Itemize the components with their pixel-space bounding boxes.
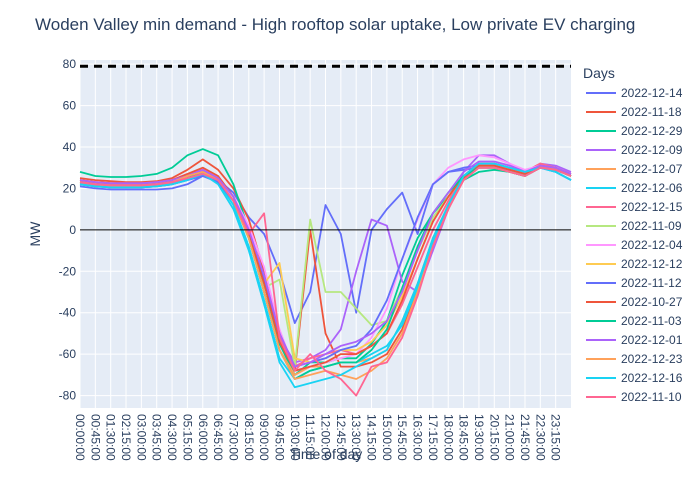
x-tick-label: 17:15:00: [426, 414, 440, 461]
x-tick-label: 08:15:00: [242, 414, 256, 461]
x-tick-labels: 00:00:00 00:45:00 01:30:00 02:15:00 03:00:00…: [73, 414, 563, 461]
y-tick-label: -60: [59, 347, 77, 361]
x-tick-label: 14:15:00: [365, 414, 379, 461]
legend-label: 2022-12-14: [621, 86, 683, 100]
x-tick-label: 09:45:00: [272, 414, 286, 461]
x-tick-label: 15:00:00: [380, 414, 394, 461]
legend-label: 2022-11-03: [621, 314, 682, 328]
x-tick-label: 03:45:00: [150, 414, 164, 461]
legend-item-2022-12-12[interactable]: 2022-12-12: [586, 257, 683, 271]
legend-label: 2022-12-04: [621, 238, 683, 252]
x-tick-label: 12:00:00: [319, 414, 333, 461]
y-tick-label: 60: [63, 99, 77, 113]
legend-label: 2022-12-07: [621, 162, 683, 176]
legend-item-2022-12-01[interactable]: 2022-12-01: [586, 333, 683, 347]
legend-item-2022-11-18[interactable]: 2022-11-18: [586, 105, 682, 119]
x-tick-label: 21:45:00: [518, 414, 532, 461]
legend-title: Days: [583, 65, 615, 81]
y-tick-labels: -80 -60 -40 -20 0 20 40 60 80: [59, 57, 77, 402]
y-tick-label: 80: [63, 57, 77, 71]
x-tick-label: 06:45:00: [211, 414, 225, 461]
x-tick-label: 18:00:00: [441, 414, 455, 461]
series-line-2022-12-16: [79, 162, 572, 389]
legend-item-2022-11-12[interactable]: 2022-11-12: [586, 276, 682, 290]
legend-label: 2022-12-06: [621, 181, 683, 195]
x-tick-label: 10:30:00: [288, 414, 302, 461]
legend-label: 2022-12-01: [621, 333, 683, 347]
x-tick-label: 01:30:00: [104, 414, 118, 461]
legend-item-2022-11-10[interactable]: 2022-11-10: [586, 390, 682, 404]
legend-item-2022-12-23[interactable]: 2022-12-23: [586, 352, 683, 366]
y-tick-label: -20: [59, 264, 77, 278]
legend-label: 2022-12-29: [621, 124, 683, 138]
y-tick-label: 20: [63, 181, 77, 195]
x-tick-label: 21:00:00: [503, 414, 517, 461]
x-tick-label: 15:45:00: [395, 414, 409, 461]
y-axis-label: MW: [27, 221, 43, 247]
x-tick-label: 00:45:00: [88, 414, 102, 461]
legend-item-2022-12-04[interactable]: 2022-12-04: [586, 238, 683, 252]
legend-item-2022-11-03[interactable]: 2022-11-03: [586, 314, 682, 328]
legend-item-2022-11-09[interactable]: 2022-11-09: [586, 219, 682, 233]
legend-label: 2022-12-12: [621, 257, 683, 271]
legend-label: 2022-11-12: [621, 276, 682, 290]
x-tick-label: 06:00:00: [196, 414, 210, 461]
y-tick-label: -40: [59, 306, 77, 320]
x-tick-label: 11:15:00: [303, 414, 317, 460]
legend: Days 2022-12-14 2022-11-18 2022-12-29 2022-…: [583, 65, 683, 404]
x-tick-label: 20:15:00: [487, 414, 501, 461]
x-tick-label: 23:15:00: [549, 414, 563, 461]
x-tick-label: 19:30:00: [472, 414, 486, 461]
x-tick-label: 12:45:00: [334, 414, 348, 461]
legend-label: 2022-12-09: [621, 143, 683, 157]
legend-label: 2022-11-09: [621, 219, 682, 233]
legend-item-2022-12-15[interactable]: 2022-12-15: [586, 200, 683, 214]
x-tick-label: 05:15:00: [180, 414, 194, 461]
y-tick-label: -80: [59, 389, 77, 403]
x-tick-label: 02:15:00: [119, 414, 133, 461]
legend-label: 2022-12-23: [621, 352, 683, 366]
x-tick-label: 22:30:00: [533, 414, 547, 461]
x-tick-label: 13:30:00: [349, 414, 363, 461]
legend-label: 2022-12-16: [621, 371, 683, 385]
y-tick-label: 40: [63, 140, 77, 154]
legend-item-2022-12-16[interactable]: 2022-12-16: [586, 371, 683, 385]
x-tick-label: 16:30:00: [411, 414, 425, 461]
legend-label: 2022-11-18: [621, 105, 682, 119]
series-lines: [79, 148, 572, 397]
legend-item-2022-12-14[interactable]: 2022-12-14: [586, 86, 683, 100]
legend-item-2022-12-09[interactable]: 2022-12-09: [586, 143, 683, 157]
legend-label: 2022-12-15: [621, 200, 683, 214]
x-tick-label: 04:30:00: [165, 414, 179, 461]
series-line-2022-11-10: [79, 166, 572, 397]
x-tick-label: 07:30:00: [226, 414, 240, 461]
legend-item-2022-12-29[interactable]: 2022-12-29: [586, 124, 683, 138]
legend-item-2022-10-27[interactable]: 2022-10-27: [586, 295, 683, 309]
legend-label: 2022-10-27: [621, 295, 683, 309]
x-tick-label: 00:00:00: [73, 414, 87, 461]
chart-title: Woden Valley min demand - High rooftop s…: [35, 15, 635, 34]
x-tick-label: 03:00:00: [134, 414, 148, 461]
x-tick-label: 18:45:00: [457, 414, 471, 461]
legend-label: 2022-11-10: [621, 390, 682, 404]
series-line-2022-12-01: [79, 160, 572, 368]
x-axis-label: Time of day: [290, 446, 363, 462]
legend-item-2022-12-07[interactable]: 2022-12-07: [586, 162, 683, 176]
y-tick-label: 0: [69, 223, 76, 237]
legend-item-2022-12-06[interactable]: 2022-12-06: [586, 181, 683, 195]
x-tick-label: 09:00:00: [257, 414, 271, 461]
